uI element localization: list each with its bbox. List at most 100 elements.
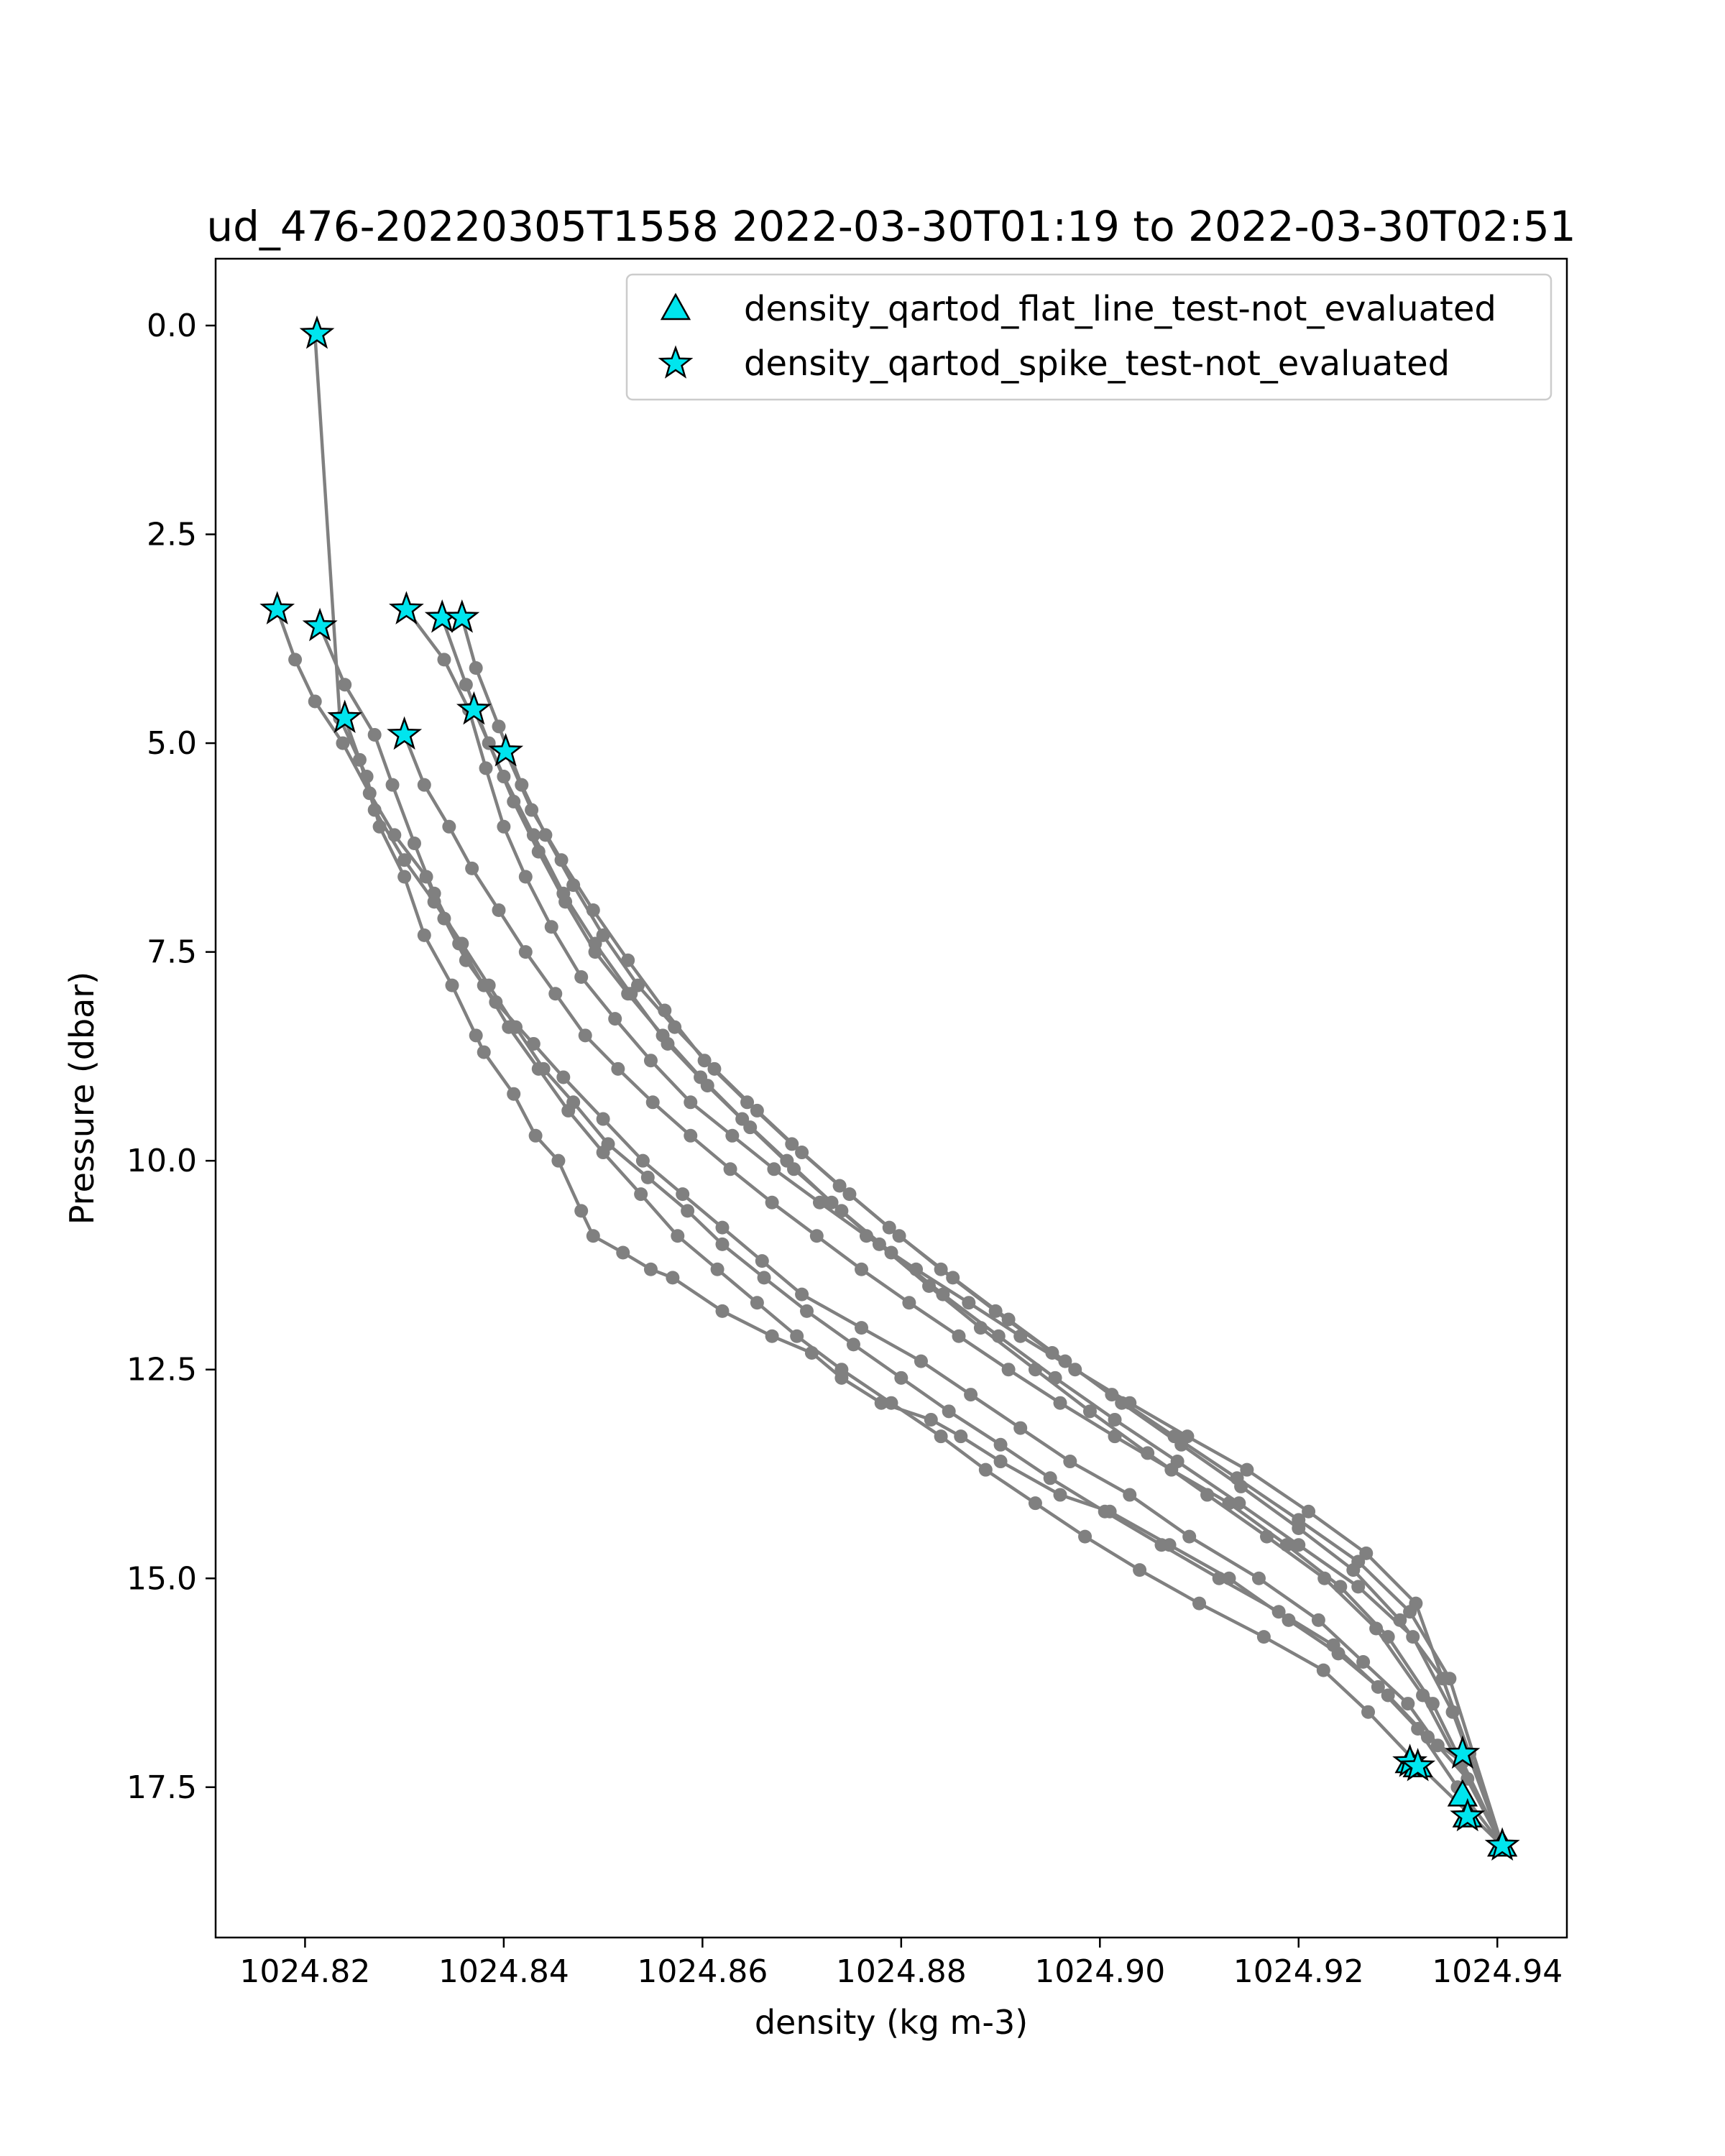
y-axis: 0.0 2.5 5.0 7.5 10.0 12.5 15.0 17.5 <box>126 308 216 1806</box>
profile-point <box>973 1321 988 1335</box>
profile-point <box>525 803 539 817</box>
legend-frame <box>625 273 1552 401</box>
profile-point <box>795 1146 809 1160</box>
spike-marker <box>1400 1748 1436 1782</box>
profile-point <box>608 1012 622 1026</box>
profile-point <box>528 1128 543 1143</box>
profile-point <box>526 1036 540 1051</box>
profile-point <box>1351 1580 1366 1594</box>
spike-marker <box>327 699 363 733</box>
profile-point <box>469 660 483 675</box>
profile-point <box>407 837 421 851</box>
profile-point <box>993 1455 1008 1469</box>
profile-point <box>1403 1605 1417 1619</box>
profile-point <box>419 870 433 884</box>
profile-point <box>914 1354 928 1368</box>
profile-point <box>397 853 412 867</box>
profile-point <box>492 719 506 734</box>
profile-point <box>892 1229 906 1243</box>
profile-point <box>1271 1605 1286 1619</box>
profile-point <box>1013 1329 1028 1343</box>
profile-point <box>988 1304 1003 1318</box>
profile-point <box>442 819 456 834</box>
y-tick-label: 10.0 <box>126 1143 197 1179</box>
profile-point <box>459 678 473 692</box>
profile-point <box>954 1429 968 1444</box>
profile-point <box>482 978 496 992</box>
profile-point <box>1170 1455 1184 1469</box>
profile-point <box>991 1329 1006 1343</box>
profile-point <box>787 1162 801 1176</box>
profile-point <box>1192 1596 1207 1611</box>
profile-point <box>578 1028 592 1043</box>
profile-point <box>518 945 533 959</box>
profile-point <box>518 870 533 884</box>
profile-point <box>684 1095 698 1110</box>
profile-point <box>1141 1446 1155 1460</box>
x-tick-label: 1024.88 <box>836 1953 967 1990</box>
profile-point <box>809 1229 824 1243</box>
profile-point <box>1356 1654 1371 1669</box>
profile-point <box>1292 1513 1306 1527</box>
profile-point <box>616 1245 630 1260</box>
profile-point <box>676 1187 690 1202</box>
profile-point <box>643 1054 658 1068</box>
profile-point <box>1445 1705 1460 1719</box>
profile-point <box>497 819 511 834</box>
profile-point <box>1232 1496 1246 1511</box>
profile-point <box>1381 1630 1395 1644</box>
profile-point <box>1115 1396 1129 1410</box>
profile-point <box>874 1396 888 1410</box>
profile-point <box>934 1262 948 1276</box>
profile-point <box>508 1020 523 1034</box>
profile-point <box>551 1153 566 1168</box>
profile-point <box>288 653 303 667</box>
profile-point <box>715 1237 730 1251</box>
profile-point <box>515 778 529 792</box>
profile-point <box>1420 1730 1435 1744</box>
x-tick-label: 1024.92 <box>1233 1953 1364 1990</box>
profile-point <box>750 1296 764 1310</box>
profile-point <box>538 828 553 842</box>
profile-point <box>1351 1554 1366 1569</box>
profile-point <box>1105 1388 1119 1402</box>
profile-point <box>1222 1496 1236 1511</box>
profile-point <box>1393 1613 1407 1627</box>
profile-point <box>526 828 540 842</box>
profile-point <box>909 1262 924 1276</box>
profile-point <box>902 1296 916 1310</box>
profile-point <box>842 1187 857 1202</box>
profile-point <box>1098 1504 1112 1519</box>
profile-line-9 <box>504 750 1504 1846</box>
profile-point <box>1108 1429 1122 1444</box>
profile-point <box>1406 1630 1420 1644</box>
profile-point <box>668 1020 682 1034</box>
profile-point <box>924 1412 938 1427</box>
profile-point <box>1333 1580 1348 1594</box>
profile-point <box>1401 1697 1415 1711</box>
profile-point <box>489 995 503 1009</box>
profile-point <box>586 903 600 918</box>
profile-point <box>978 1462 993 1477</box>
profile-point <box>884 1396 898 1410</box>
profile-point <box>882 1220 896 1235</box>
profile-point <box>725 1128 740 1143</box>
profile-point <box>1053 1396 1067 1410</box>
x-tick-label: 1024.84 <box>438 1953 569 1990</box>
profile-point <box>645 1095 660 1110</box>
profile-point <box>790 1329 804 1343</box>
profile-point <box>367 803 382 817</box>
profile-point <box>1416 1688 1430 1703</box>
profile-point <box>697 1054 712 1068</box>
profile-point <box>1240 1462 1254 1477</box>
profile-point <box>812 1195 827 1210</box>
x-axis-label: density (kg m-3) <box>755 2003 1028 2042</box>
profile-point <box>1043 1471 1057 1485</box>
profile-point <box>942 1404 956 1419</box>
profile-point <box>385 778 400 792</box>
profile-point <box>362 786 377 801</box>
profile-point <box>477 1045 491 1059</box>
profile-point <box>1167 1429 1182 1444</box>
profile-point <box>785 1137 799 1151</box>
profile-point <box>507 1087 521 1101</box>
